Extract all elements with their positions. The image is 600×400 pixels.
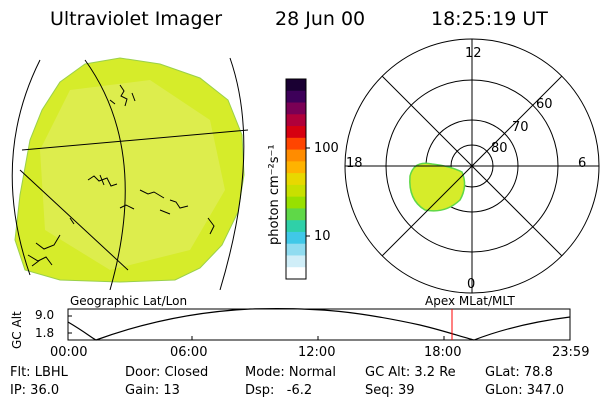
latitude-line bbox=[21, 129, 249, 151]
lat-label-80: 80 bbox=[491, 141, 508, 156]
colorbar bbox=[286, 79, 306, 280]
colorbar-band bbox=[286, 126, 306, 139]
x-tick-1200: 12:00 bbox=[298, 345, 336, 360]
status-gc-alt: GC Alt: 3.2 Re bbox=[365, 365, 456, 380]
colorbar-band bbox=[286, 243, 306, 257]
polar-plot bbox=[344, 38, 600, 294]
colorbar-band bbox=[286, 184, 306, 198]
status-mode: Mode: Normal bbox=[245, 365, 336, 380]
status-ip: IP: 36.0 bbox=[10, 383, 60, 398]
y-tick-1-8: 1.8 bbox=[35, 326, 55, 340]
longitude-line-2 bbox=[219, 57, 245, 290]
y-tick-9: 9.0 bbox=[35, 308, 55, 322]
colorbar-band bbox=[286, 255, 306, 268]
timeline-right-label: Apex MLat/MLT bbox=[425, 294, 515, 308]
date-label: 28 Jun 00 bbox=[275, 8, 366, 30]
timeline-left-label: Geographic Lat/Lon bbox=[70, 294, 188, 308]
colorbar-band bbox=[286, 79, 306, 92]
colorbar-unit-label: photon cm⁻²s⁻¹ bbox=[267, 144, 282, 245]
colorbar-band bbox=[286, 231, 306, 245]
colorbar-band bbox=[286, 208, 306, 221]
colorbar-band bbox=[286, 267, 306, 280]
mlt-label-12: 12 bbox=[465, 46, 482, 61]
colorbar-band bbox=[286, 90, 306, 104]
timeline-y-axis-label: GC Alt bbox=[10, 311, 24, 349]
auroral-oval bbox=[409, 162, 466, 212]
time-label: 18:25:19 UT bbox=[431, 8, 548, 30]
colorbar-band bbox=[286, 149, 306, 162]
colorbar-band bbox=[286, 161, 306, 174]
altitude-timeline bbox=[67, 307, 571, 341]
altitude-curve bbox=[67, 307, 571, 341]
colorbar-band bbox=[286, 102, 306, 115]
mlt-label-18: 18 bbox=[346, 156, 363, 171]
colorbar-band bbox=[286, 196, 306, 210]
lat-label-60: 60 bbox=[536, 97, 553, 112]
x-tick-2359: 23:59 bbox=[552, 345, 590, 360]
longitude-line bbox=[84, 59, 126, 290]
latitude-line-2 bbox=[19, 169, 129, 271]
status-dsp: Dsp: -6.2 bbox=[245, 383, 313, 398]
mlt-label-6: 6 bbox=[578, 156, 587, 171]
coastline bbox=[27, 84, 215, 267]
status-glat: GLat: 78.8 bbox=[485, 365, 553, 380]
colorbar-band bbox=[286, 173, 306, 186]
x-tick-0600: 06:00 bbox=[170, 345, 208, 360]
limb-arc bbox=[11, 59, 41, 276]
status-glon: GLon: 347.0 bbox=[485, 383, 565, 398]
mlt-label-0: 0 bbox=[467, 277, 476, 292]
colorbar-tick-10: 10 bbox=[314, 229, 331, 244]
instrument-title: Ultraviolet Imager bbox=[50, 8, 223, 30]
colorbar-tick-100: 100 bbox=[314, 141, 339, 156]
status-gain: Gain: 13 bbox=[125, 383, 180, 398]
lat-label-70: 70 bbox=[512, 120, 529, 135]
status-flt: Flt: LBHL bbox=[10, 365, 68, 380]
geographic-image bbox=[11, 57, 249, 290]
status-door: Door: Closed bbox=[125, 365, 209, 380]
colorbar-band bbox=[286, 220, 306, 233]
colorbar-band bbox=[286, 114, 306, 127]
colorbar-band bbox=[286, 137, 306, 151]
x-tick-1800: 18:00 bbox=[424, 345, 462, 360]
status-seq: Seq: 39 bbox=[365, 383, 415, 398]
x-tick-0000: 00:00 bbox=[50, 345, 88, 360]
